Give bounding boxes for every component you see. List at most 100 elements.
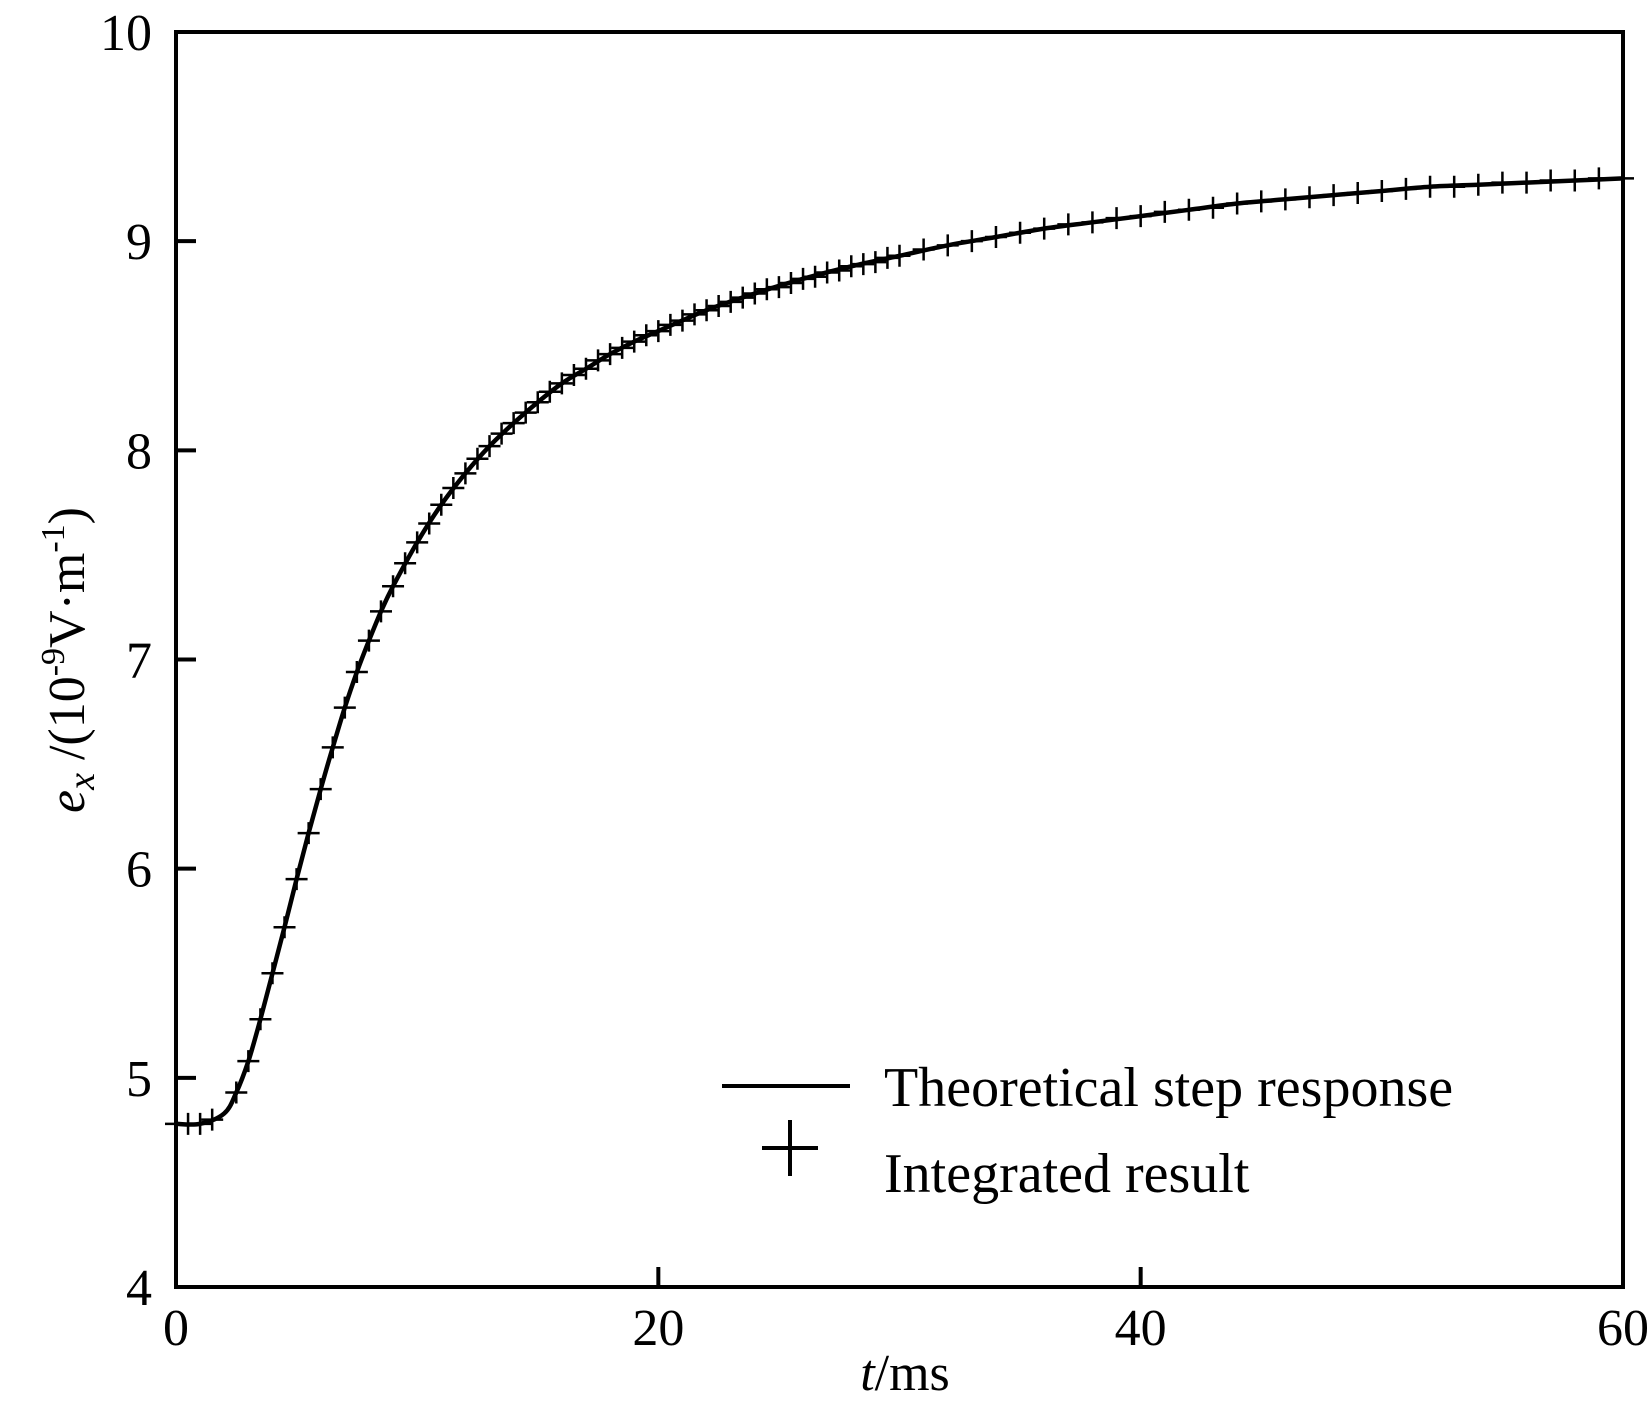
integrated-point: [731, 286, 754, 309]
integrated-point: [1346, 182, 1369, 205]
integrated-point: [828, 259, 851, 282]
integrated-point: [201, 1108, 224, 1131]
integrated-point: [683, 303, 706, 326]
integrated-point: [1370, 179, 1393, 202]
integrated-point: [1419, 175, 1442, 198]
y-tick-label: 5: [126, 1051, 152, 1108]
series-theoretical: [175, 176, 1624, 1127]
y-tick-label: 7: [126, 633, 152, 690]
integrated-point: [369, 600, 392, 623]
integrated-point: [623, 330, 646, 353]
x-axis-label: t/ms: [860, 1345, 950, 1402]
tick-labels: 0 20 40 60 4 5 6 7 8 9 10: [100, 5, 1649, 1357]
y-tick-label: 8: [126, 423, 152, 480]
integrated-point: [816, 261, 839, 284]
integrated-point: [1467, 173, 1490, 196]
integrated-point: [321, 736, 344, 759]
integrated-point: [490, 422, 513, 445]
integrated-point: [635, 324, 658, 347]
integrated-point: [430, 493, 453, 516]
integrated-point: [333, 696, 356, 719]
integrated-point: [707, 295, 730, 318]
integrated-point: [345, 661, 368, 684]
integrated-point: [261, 962, 284, 985]
integrated-point: [647, 320, 670, 343]
legend-label-theoretical: Theoretical step response: [884, 1057, 1453, 1119]
integrated-point: [454, 462, 477, 485]
integrated-point: [418, 512, 441, 535]
integrated-point: [237, 1050, 260, 1073]
theoretical-line: [175, 176, 1624, 1127]
legend: Theoretical step response Integrated res…: [722, 1057, 1453, 1205]
x-tick-label: 20: [632, 1300, 684, 1357]
legend-label-integrated: Integrated result: [884, 1143, 1250, 1205]
integrated-point: [767, 276, 790, 299]
integrated-point: [876, 246, 899, 269]
integrated-point: [1298, 186, 1321, 209]
x-tick-label: 0: [163, 1300, 189, 1357]
integrated-point: [1226, 192, 1249, 215]
integrated-point: [755, 278, 778, 301]
integrated-point: [912, 238, 935, 261]
integrated-point: [1612, 167, 1634, 190]
integrated-point: [1177, 198, 1200, 221]
integrated-point: [1033, 217, 1056, 240]
integrated-point: [285, 868, 308, 891]
integrated-point: [804, 265, 827, 288]
integrated-point: [1274, 188, 1297, 211]
y-tick-label: 10: [100, 5, 152, 62]
integrated-point: [743, 282, 766, 305]
legend-plus-swatch: [762, 1120, 818, 1176]
integrated-point: [442, 476, 465, 499]
integrated-point: [394, 552, 417, 575]
x-tick-label: 60: [1597, 1300, 1649, 1357]
integrated-point: [719, 290, 742, 313]
integrated-point: [225, 1081, 248, 1104]
integrated-point: [840, 255, 863, 278]
y-axis-label: ex /(10-9V·m-1): [35, 507, 103, 813]
integrated-point: [1394, 177, 1417, 200]
y-tick-label: 9: [126, 214, 152, 271]
integrated-point: [1491, 171, 1514, 194]
integrated-point: [1009, 221, 1032, 244]
integrated-point: [984, 225, 1007, 248]
integrated-point: [297, 822, 320, 845]
integrated-point: [382, 575, 405, 598]
x-tick-label: 40: [1115, 1300, 1167, 1357]
integrated-point: [671, 309, 694, 332]
integrated-point: [526, 391, 549, 414]
integrated-point: [1153, 200, 1176, 223]
integrated-point: [936, 234, 959, 257]
integrated-point: [611, 336, 634, 359]
integrated-point: [1539, 169, 1562, 192]
integrated-point: [1081, 211, 1104, 234]
integrated-point: [478, 435, 501, 458]
integrated-point: [1515, 171, 1538, 194]
integrated-point: [273, 916, 296, 939]
y-tick-label: 4: [126, 1260, 152, 1317]
integrated-point: [406, 531, 429, 554]
integrated-point: [562, 364, 585, 387]
integrated-point: [502, 412, 525, 435]
integrated-point: [599, 343, 622, 366]
integrated-point: [1202, 196, 1225, 219]
integrated-point: [1250, 190, 1273, 213]
integrated-point: [538, 380, 561, 403]
integrated-point: [587, 349, 610, 372]
integrated-point: [779, 272, 802, 294]
integrated-point: [357, 629, 380, 652]
integrated-point: [1129, 205, 1152, 228]
integrated-point: [1057, 213, 1080, 236]
integrated-point: [1587, 167, 1610, 190]
integrated-point: [695, 299, 718, 322]
integrated-point: [514, 401, 537, 424]
integrated-point: [309, 778, 332, 801]
integrated-point: [792, 267, 815, 290]
integrated-point: [466, 447, 489, 470]
integrated-point: [864, 251, 887, 274]
integrated-point: [249, 1008, 272, 1031]
integrated-point: [659, 313, 682, 336]
integrated-point: [1105, 207, 1128, 230]
integrated-point: [574, 357, 597, 380]
